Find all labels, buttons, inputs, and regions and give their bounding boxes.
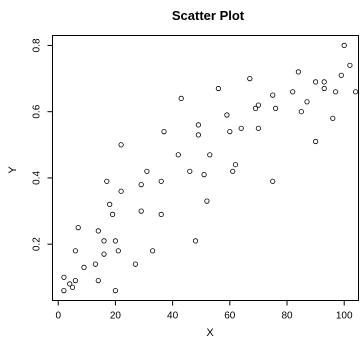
data-point (118, 188, 124, 194)
y-axis: 0.2 0.4 0.6 0.8 (32, 38, 53, 251)
data-point (232, 162, 239, 168)
data-point (61, 274, 67, 280)
data-point (150, 248, 156, 254)
chart-title: Scatter Plot (172, 8, 245, 23)
x-tick-label: 20 (110, 311, 122, 322)
data-point (298, 109, 304, 115)
data-point (118, 142, 124, 148)
data-point (227, 129, 233, 135)
data-point (158, 211, 164, 217)
data-point (101, 251, 107, 257)
data-point (72, 248, 79, 254)
x-axis: 0 20 40 60 80 100 (55, 300, 353, 322)
plot-frame (52, 35, 359, 301)
data-point (92, 261, 99, 267)
data-point (132, 261, 138, 267)
data-point (158, 178, 164, 184)
data-point (230, 168, 236, 174)
data-point (224, 112, 230, 118)
data-point (178, 95, 184, 102)
data-point (207, 152, 213, 158)
data-point (321, 85, 327, 92)
data-point (72, 277, 79, 284)
data-point (330, 115, 336, 121)
data-point (138, 208, 144, 214)
x-axis-title: X (206, 327, 214, 339)
y-tick-label: 0.4 (32, 171, 43, 185)
x-tick-label: 100 (336, 311, 353, 322)
data-point (295, 69, 301, 75)
y-tick-label: 0.8 (32, 38, 43, 52)
data-point (338, 72, 344, 78)
data-point (290, 89, 296, 95)
data-points (61, 42, 359, 294)
data-point (95, 228, 101, 234)
data-point (204, 198, 210, 204)
data-point (341, 42, 347, 49)
data-point (101, 238, 107, 244)
y-tick-label: 0.6 (32, 104, 43, 118)
data-point (95, 277, 101, 284)
data-point (321, 79, 327, 85)
data-point (175, 152, 181, 158)
data-point (75, 225, 81, 231)
data-point (61, 287, 67, 294)
data-point (215, 85, 221, 92)
data-point (187, 168, 193, 174)
data-point (144, 168, 150, 174)
data-point (312, 79, 319, 85)
data-point (270, 92, 276, 98)
data-point (201, 172, 207, 178)
data-point (107, 201, 113, 207)
data-point (255, 102, 261, 108)
data-point (352, 89, 359, 95)
data-point (195, 132, 201, 138)
y-axis-title: Y (7, 166, 19, 174)
x-tick-label: 80 (281, 311, 293, 322)
data-point (247, 76, 253, 82)
data-point (112, 238, 119, 244)
data-point (195, 122, 201, 128)
data-point (104, 178, 110, 184)
data-point (270, 178, 276, 184)
data-point (81, 264, 87, 270)
data-point (161, 129, 167, 135)
data-point (252, 105, 259, 112)
data-point (304, 99, 310, 105)
data-point (112, 287, 119, 294)
data-point (272, 105, 279, 112)
data-point (69, 284, 76, 290)
data-point (347, 62, 353, 68)
x-tick-label: 0 (55, 311, 61, 322)
x-tick-label: 60 (224, 311, 236, 322)
data-point (115, 248, 121, 254)
data-point (192, 238, 199, 244)
x-tick-label: 40 (167, 311, 179, 322)
data-point (110, 211, 116, 217)
data-point (67, 281, 73, 287)
data-point (138, 182, 144, 188)
data-point (238, 125, 244, 131)
data-point (312, 138, 319, 145)
y-tick-label: 0.2 (32, 237, 43, 251)
data-point (332, 89, 339, 95)
data-point (255, 125, 261, 131)
